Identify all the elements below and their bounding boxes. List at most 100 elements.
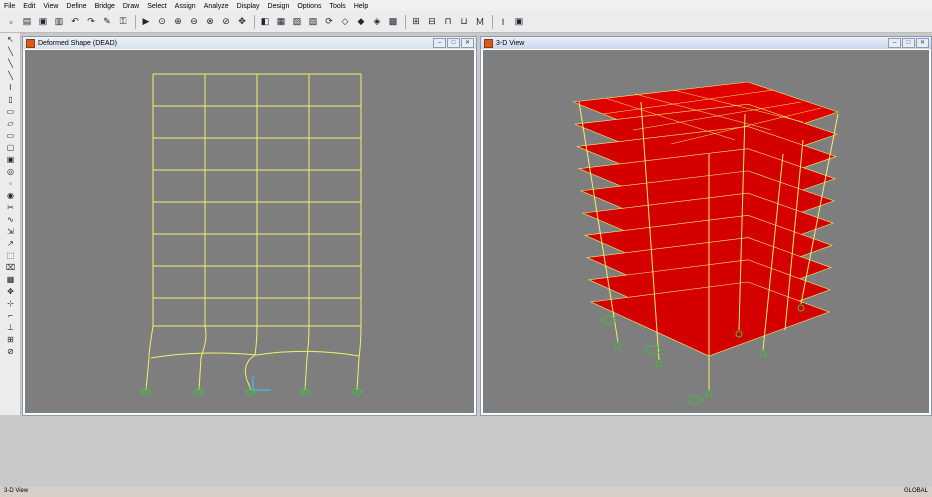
shadow-icon[interactable]: ▩: [388, 16, 398, 26]
snap-perp-icon[interactable]: ⊥: [7, 323, 14, 332]
deformed-icon[interactable]: ▣: [514, 16, 524, 26]
menu-tools[interactable]: Tools: [329, 3, 346, 10]
3d-view-window[interactable]: 3-D View – □ ✕: [480, 36, 932, 416]
menu-view[interactable]: View: [43, 3, 59, 10]
special-joint-icon[interactable]: ◉: [7, 191, 14, 200]
support-icon: [655, 360, 663, 368]
quick-area-icon[interactable]: ▢: [6, 143, 15, 152]
menu-edit[interactable]: Edit: [23, 3, 36, 10]
save-as-icon[interactable]: ▥: [54, 16, 64, 26]
window-titlebar[interactable]: 3-D View – □ ✕: [481, 37, 931, 49]
section-icon[interactable]: Ｍ: [475, 17, 485, 27]
menu-display[interactable]: Display: [236, 3, 260, 10]
view-3d-icon[interactable]: ◧: [260, 16, 270, 26]
undo-icon[interactable]: ↶: [71, 16, 79, 26]
deformed-shape-window[interactable]: Deformed Shape (DEAD) – □ ✕: [22, 36, 477, 416]
pan-icon[interactable]: ✥: [238, 16, 246, 26]
reshape-icon[interactable]: ⇲: [7, 227, 14, 236]
menu-design[interactable]: Design: [267, 3, 290, 10]
move-down-icon[interactable]: ◈: [373, 16, 381, 26]
view-xz-icon[interactable]: ▧: [292, 16, 302, 26]
window-title: Deformed Shape (DEAD): [38, 39, 117, 47]
menu-options[interactable]: Options: [297, 3, 322, 10]
material-icon[interactable]: ⊔: [460, 16, 468, 26]
3d-view-canvas[interactable]: [483, 50, 929, 413]
zoom-prev-icon[interactable]: ⊘: [222, 16, 230, 26]
menu-select[interactable]: Select: [147, 3, 167, 10]
rect-area-icon[interactable]: ▭: [6, 131, 15, 140]
zoom-fit-icon[interactable]: ⊗: [206, 16, 214, 26]
frame-icon[interactable]: ⊓: [444, 16, 452, 26]
pointer-icon[interactable]: ↖: [7, 35, 14, 44]
toolbar-separator: [405, 14, 406, 29]
brace-icon[interactable]: ▯: [8, 95, 13, 104]
move-icon[interactable]: ✥: [7, 287, 14, 296]
support-icon: [705, 390, 713, 398]
refresh-icon[interactable]: ✎: [103, 16, 111, 26]
maximize-icon[interactable]: □: [447, 38, 460, 48]
polyline-icon[interactable]: ╲: [8, 71, 13, 80]
maximize-icon[interactable]: □: [902, 38, 915, 48]
menu-define[interactable]: Define: [66, 3, 87, 10]
view-rotate-icon[interactable]: ⟳: [325, 16, 333, 26]
menu-file[interactable]: File: [4, 3, 16, 10]
support-icon: [614, 342, 622, 350]
close-icon[interactable]: ✕: [461, 38, 474, 48]
support-icon: [600, 315, 616, 325]
area-icon[interactable]: ▭: [6, 107, 15, 116]
menu-draw[interactable]: Draw: [122, 3, 140, 10]
grid-icon[interactable]: ▦: [6, 275, 15, 284]
extrude-icon[interactable]: ⊟: [428, 16, 436, 26]
move-up-icon[interactable]: ◆: [357, 16, 365, 26]
support-icon: [193, 387, 205, 397]
toolbar-separator: [135, 14, 136, 29]
quick-frame-icon[interactable]: ⌇: [8, 83, 13, 92]
floor-slab: [589, 281, 830, 357]
zoom-in-icon[interactable]: ⊕: [174, 16, 182, 26]
lock-icon[interactable]: ⚿: [119, 16, 127, 26]
zoom-out-icon[interactable]: ⊖: [190, 16, 198, 26]
section-cut-icon[interactable]: ✂: [7, 203, 14, 212]
frame-draw-icon[interactable]: ╲: [8, 47, 13, 56]
solid-icon[interactable]: ▣: [6, 155, 15, 164]
support-icon: [759, 350, 767, 358]
display-icon[interactable]: I: [501, 16, 505, 27]
clear-icon[interactable]: ⌧: [5, 263, 16, 272]
redo-icon[interactable]: ↷: [87, 16, 95, 26]
app-icon: [26, 38, 35, 48]
view-yz-icon[interactable]: ▨: [308, 16, 318, 26]
snap-icon[interactable]: ⊹: [7, 299, 14, 308]
tendon-icon[interactable]: ∿: [7, 215, 14, 224]
support-icon: [140, 387, 152, 397]
new-icon[interactable]: ▫: [9, 16, 13, 27]
window-controls: – □ ✕: [887, 38, 929, 48]
ps-icon[interactable]: ⬚: [6, 251, 15, 260]
view-perspective-icon[interactable]: ◇: [341, 16, 349, 26]
minimize-icon[interactable]: –: [888, 38, 901, 48]
run-icon[interactable]: ▶: [142, 16, 150, 26]
3d-support-icons: [600, 304, 805, 405]
all-icon[interactable]: ↗: [7, 239, 14, 248]
open-icon[interactable]: ▤: [22, 16, 32, 26]
axis-triad-icon: [252, 376, 271, 391]
snap-end-icon[interactable]: ⌐: [8, 311, 13, 320]
zoom-window-icon[interactable]: ⊙: [158, 16, 166, 26]
joint-icon[interactable]: ◦: [9, 179, 12, 188]
line-icon[interactable]: ╲: [8, 59, 13, 68]
close-icon[interactable]: ✕: [916, 38, 929, 48]
snap-grid-icon[interactable]: ⊞: [7, 335, 14, 344]
menu-assign[interactable]: Assign: [174, 3, 196, 10]
window-titlebar[interactable]: Deformed Shape (DEAD) – □ ✕: [23, 37, 476, 49]
link-icon[interactable]: ◎: [7, 167, 14, 176]
poly-area-icon[interactable]: ▱: [7, 119, 14, 128]
snap-off-icon[interactable]: ⊘: [7, 347, 14, 356]
view-xy-icon[interactable]: ▦: [276, 16, 286, 26]
minimize-icon[interactable]: –: [433, 38, 446, 48]
save-icon[interactable]: ▣: [38, 16, 48, 26]
menu-analyze[interactable]: Analyze: [203, 3, 229, 10]
menu-bridge[interactable]: Bridge: [94, 3, 115, 10]
menu-help[interactable]: Help: [353, 3, 369, 10]
deformed-shape-canvas[interactable]: [25, 50, 474, 413]
window-controls: – □ ✕: [432, 38, 474, 48]
object-shrink-icon[interactable]: ⊞: [412, 16, 420, 26]
